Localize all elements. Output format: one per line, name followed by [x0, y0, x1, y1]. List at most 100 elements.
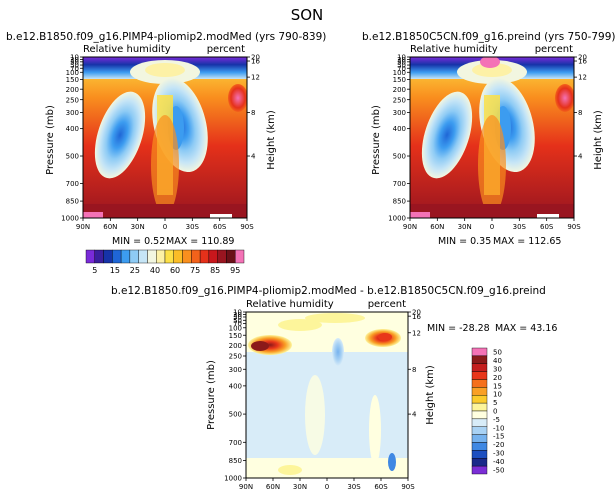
x-tick-label: 60S: [540, 223, 554, 231]
y-tick-label: 100: [393, 69, 406, 77]
colorbar-swatch: [120, 249, 131, 264]
x-tick-label: 30N: [458, 223, 472, 231]
y-tick-label: 200: [66, 86, 79, 94]
colorbar-label: 95: [230, 266, 240, 275]
y-tick-label: 400: [229, 382, 242, 390]
y-tick-label: 30: [233, 314, 242, 322]
colorbar-swatch: [471, 465, 488, 475]
x-tick-label: 0: [490, 223, 494, 231]
colorbar-label: 15: [493, 382, 502, 390]
colorbar-label: 5: [92, 266, 97, 275]
y2-tick-label: 16: [412, 313, 421, 321]
x-ticks: 90N 60N 30N 0 30S 60S 90S: [403, 218, 581, 231]
y-tick-label: 300: [229, 366, 242, 374]
colorbar-label: 75: [190, 266, 200, 275]
y-tick-label: 30: [397, 58, 406, 66]
y-tick-label: 150: [393, 76, 406, 84]
colorbar-label: 50: [493, 349, 502, 357]
y-tick-label: 10: [397, 54, 406, 62]
x-tick-label: 0: [163, 223, 167, 231]
colorbar-swatch: [226, 249, 236, 264]
max-label: MAX = 43.16: [495, 323, 557, 334]
heatmap-field: [409, 56, 575, 219]
y-tick-label: 20: [70, 56, 79, 64]
colorbar-swatch: [471, 442, 488, 451]
y-tick-label: 150: [229, 332, 242, 340]
y-tick-label: 1000: [224, 475, 242, 483]
y2-tick-label: 20: [251, 54, 260, 62]
y2-axis-label: Height (km): [266, 110, 277, 170]
x-tick-label: 90S: [401, 483, 415, 491]
colorbar-label: 20: [493, 374, 502, 382]
min-label: MIN = -28.28: [427, 323, 490, 334]
colorbar-swatch: [471, 450, 488, 459]
colorbar-label: -10: [493, 424, 504, 432]
panel-right-label: percent: [368, 299, 406, 310]
panel-title: b.e12.B1850.f09_g16.PIMP4-pliomip2.modMe…: [6, 31, 326, 43]
colorbar-swatch: [199, 249, 210, 264]
colorbar-swatch: [471, 418, 488, 427]
colorbar-swatch: [217, 249, 227, 264]
y-tick-label: 400: [66, 125, 79, 133]
colorbar-swatch: [208, 249, 218, 264]
colorbar-horizontal: 5 15 25 40 60 75 85 95: [85, 249, 245, 275]
colorbar-label: 10: [493, 391, 502, 399]
x-tick-label: 60N: [430, 223, 444, 231]
panel-title: b.e12.B1850C5CN.f09_g16.preind (yrs 750-…: [362, 31, 615, 43]
y2-tick-label: 20: [412, 309, 421, 317]
y-tick-label: 250: [393, 96, 406, 104]
colorbar-label: -20: [493, 441, 504, 449]
colorbar-swatch: [471, 434, 488, 443]
colorbar-swatch: [94, 249, 104, 264]
y-ticks: 1000 850 700 500 400 300 250 200 150100705030201…: [224, 309, 246, 483]
x-ticks: 90N 60N 30N 0 30S 60S 90S: [76, 218, 254, 231]
y2-tick-label: 16: [578, 58, 587, 66]
y-tick-label: 100: [66, 69, 79, 77]
colorbar-label: 5: [493, 399, 497, 407]
colorbar-swatch: [471, 410, 488, 420]
y-tick-label: 250: [66, 96, 79, 104]
panel-right-label: percent: [535, 44, 573, 55]
max-label: MAX = 110.89: [166, 236, 234, 247]
panel-right-label: percent: [207, 44, 245, 55]
y-tick-label: 700: [229, 439, 242, 447]
heatmap-field: [82, 56, 248, 219]
y-tick-label: 500: [229, 411, 242, 419]
colorbar-swatch: [235, 249, 245, 264]
y2-tick-label: 16: [251, 58, 260, 66]
y2-tick-label: 12: [412, 329, 421, 337]
colorbar-swatch: [138, 249, 148, 264]
colorbar-label: 40: [150, 266, 160, 275]
y-tick-label: 30: [70, 58, 79, 66]
colorbar-label: 0: [493, 408, 497, 416]
y-tick-label: 200: [229, 342, 242, 350]
y-tick-label: 500: [393, 153, 406, 161]
panel-modmed: b.e12.B1850.f09_g16.PIMP4-pliomip2.modMe…: [6, 31, 326, 247]
y-tick-label: 70: [70, 65, 79, 73]
colorbar-label: 25: [130, 266, 140, 275]
x-ticks: 90N 60N 30N 0 30S 60S 90S: [239, 478, 415, 491]
colorbar-swatch: [129, 249, 139, 264]
y-tick-label: 850: [66, 198, 79, 206]
y-tick-label: 50: [397, 62, 406, 70]
x-tick-label: 30S: [347, 483, 361, 491]
y2-tick-label: 8: [578, 109, 582, 117]
y-tick-label: 150: [66, 76, 79, 84]
colorbar-label: -5: [493, 416, 500, 424]
colorbar-swatch: [471, 379, 488, 388]
y2-tick-label: 8: [251, 109, 255, 117]
colorbar-swatch: [471, 395, 488, 404]
y-tick-label: 10: [233, 309, 242, 317]
y-tick-label: 70: [397, 65, 406, 73]
colorbar-swatch: [471, 371, 488, 380]
y-tick-label: 20: [233, 311, 242, 319]
y-tick-label: 50: [233, 317, 242, 325]
y-tick-label: 400: [393, 125, 406, 133]
heatmap-field: [245, 311, 409, 479]
y2-tick-label: 8: [412, 366, 416, 374]
